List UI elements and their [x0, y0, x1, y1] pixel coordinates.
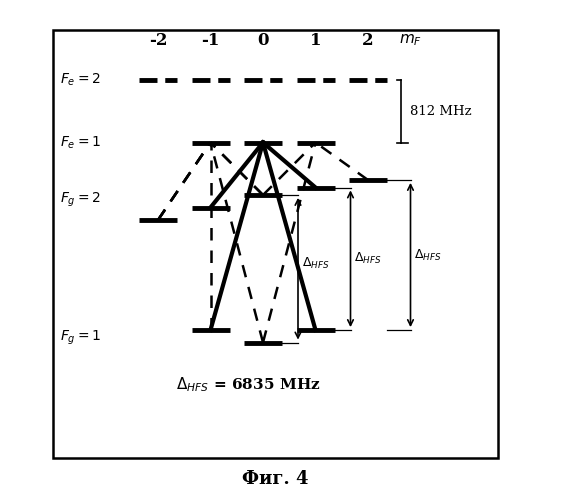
Text: 1: 1	[310, 32, 321, 48]
Text: $\Delta_{HFS}$ = 6835 MHz: $\Delta_{HFS}$ = 6835 MHz	[175, 376, 320, 394]
Text: Фиг. 4: Фиг. 4	[242, 470, 308, 488]
Text: $F_e = 1$: $F_e = 1$	[60, 134, 101, 150]
Text: $F_g = 1$: $F_g = 1$	[60, 328, 101, 346]
Text: $\Delta_{HFS}$: $\Delta_{HFS}$	[302, 256, 329, 272]
Text: 0: 0	[258, 32, 269, 48]
Text: 812 MHz: 812 MHz	[410, 105, 472, 118]
Text: $\Delta_{HFS}$: $\Delta_{HFS}$	[354, 251, 382, 266]
Text: $F_g = 2$: $F_g = 2$	[60, 191, 101, 209]
Text: $m_F$: $m_F$	[399, 32, 422, 48]
Text: -2: -2	[149, 32, 167, 48]
Text: 2: 2	[362, 32, 374, 48]
Text: $F_e = 2$: $F_e = 2$	[60, 72, 101, 88]
FancyBboxPatch shape	[53, 30, 498, 458]
Text: -1: -1	[201, 32, 220, 48]
Text: $\Delta_{HFS}$: $\Delta_{HFS}$	[414, 248, 442, 262]
